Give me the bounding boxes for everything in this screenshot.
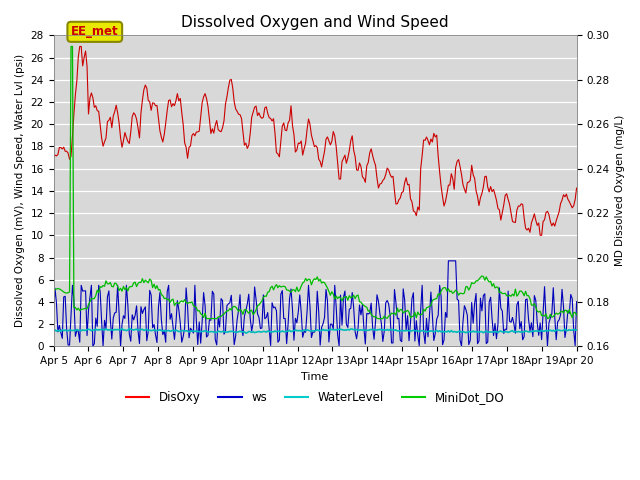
Title: Dissolved Oxygen and Wind Speed: Dissolved Oxygen and Wind Speed bbox=[181, 15, 449, 30]
Y-axis label: Dissolved Oxygen (mV), Wind Speed, Water Lvl (psi): Dissolved Oxygen (mV), Wind Speed, Water… bbox=[15, 54, 25, 327]
Legend: DisOxy, ws, WaterLevel, MiniDot_DO: DisOxy, ws, WaterLevel, MiniDot_DO bbox=[121, 386, 509, 409]
Text: EE_met: EE_met bbox=[71, 25, 118, 38]
X-axis label: Time: Time bbox=[301, 372, 329, 382]
Y-axis label: MD Dissolved Oxygen (mg/L): MD Dissolved Oxygen (mg/L) bbox=[615, 115, 625, 266]
